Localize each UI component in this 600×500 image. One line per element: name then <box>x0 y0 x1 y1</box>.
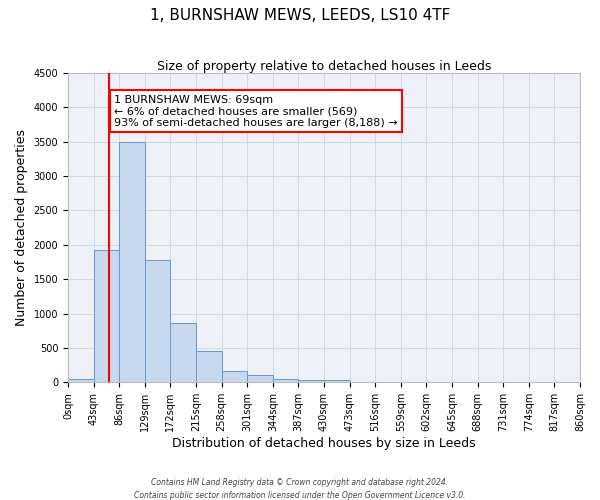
Title: Size of property relative to detached houses in Leeds: Size of property relative to detached ho… <box>157 60 491 73</box>
Bar <box>170 323 196 382</box>
Bar <box>298 380 324 382</box>
X-axis label: Distribution of detached houses by size in Leeds: Distribution of detached houses by size … <box>172 437 476 450</box>
Text: 1 BURNSHAW MEWS: 69sqm
← 6% of detached houses are smaller (569)
93% of semi-det: 1 BURNSHAW MEWS: 69sqm ← 6% of detached … <box>114 94 398 128</box>
Bar <box>247 376 273 382</box>
Bar <box>68 379 94 382</box>
Bar <box>273 378 298 382</box>
Text: 1, BURNSHAW MEWS, LEEDS, LS10 4TF: 1, BURNSHAW MEWS, LEEDS, LS10 4TF <box>150 8 450 22</box>
Y-axis label: Number of detached properties: Number of detached properties <box>15 129 28 326</box>
Bar <box>145 260 170 382</box>
Bar <box>196 350 221 382</box>
Bar <box>119 142 145 382</box>
Bar <box>94 250 119 382</box>
Bar <box>221 370 247 382</box>
Text: Contains HM Land Registry data © Crown copyright and database right 2024.
Contai: Contains HM Land Registry data © Crown c… <box>134 478 466 500</box>
Bar <box>324 380 350 382</box>
